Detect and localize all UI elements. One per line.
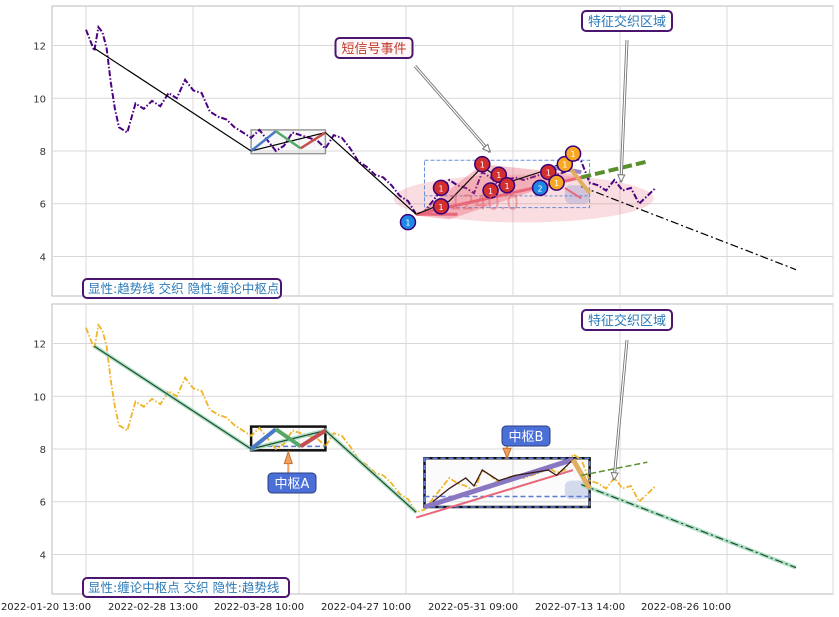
legend-box [82,278,282,299]
event-marker [482,182,499,199]
x-tick-label: 2022-02-28 13:00 [108,602,198,613]
projection-dash [580,159,648,180]
region-callout-box [581,309,673,331]
overlap-patch [564,185,590,204]
event-marker [548,174,565,191]
trendline-long [581,186,797,271]
zhongshu-box-b [423,159,591,209]
y-tick-label: 4 [40,550,46,561]
y-tick-label: 4 [40,252,46,263]
rising-line [415,469,574,519]
y-tick-label: 12 [33,42,46,53]
event-marker [399,213,417,231]
event-marker-label: 2 [538,184,543,193]
y-tick-label: 6 [40,200,46,211]
event-marker-label: 1 [504,182,509,191]
inner-price-path [432,459,574,503]
center-b-pointer [502,447,512,460]
y-tick-label: 6 [40,498,46,509]
region-callout: 特征交织区域 [588,14,666,30]
zhongshu-segment [274,427,302,449]
trendline-long [581,484,797,569]
price-series [85,322,657,514]
legend-text: 显性:趋势线 交织 隐性:缠论中枢点 [88,281,279,296]
zhongshu-segment [250,130,277,152]
projection-dash [581,461,648,477]
event-marker [432,179,450,197]
event-arrow-head [481,143,491,153]
x-tick-label: 2022-01-20 13:00 [1,602,91,613]
zhongshu-segment [299,131,327,150]
region-callout: 特征交织区域 [588,313,666,329]
gold-segment [570,458,592,490]
event-marker [531,179,549,197]
event-arrow-shaft-inner [414,65,491,153]
legend-box [82,577,290,598]
event-marker-label: 1 [496,171,501,180]
x-tick-label: 2022-05-31 09:00 [428,602,518,613]
y-tick-label: 8 [40,445,46,456]
event-marker [564,145,582,162]
region-arrow-head [610,471,619,482]
x-tick-label: 2022-08-26 10:00 [641,602,731,613]
event-callout: 短信号事件 [341,42,406,57]
center-a-label: 中枢A [275,477,310,492]
event-marker-label: 1 [488,187,493,196]
y-tick-label: 8 [40,147,46,158]
center-a-box [267,472,317,494]
legend-text: 显性:缠论中枢点 交织 隐性:趋势线 [88,580,280,595]
zhongshu-segment [249,427,278,451]
event-marker-label: 1 [438,203,443,212]
event-callout-box [334,37,414,59]
region-arrow-shaft-inner [620,39,628,183]
violet-rising-band [423,457,574,510]
event-marker [498,177,516,194]
event-marker-label: 1 [571,150,576,159]
x-tick-label: 2022-04-27 10:00 [321,602,411,613]
y-tick-label: 10 [33,94,46,105]
region-arrow-head [617,174,626,184]
event-marker [432,198,450,215]
overlay-value-text: 1240.0 [449,191,519,215]
region-callout-box [581,10,673,32]
zhongshu-segment [275,130,302,150]
y-tick-label: 12 [33,340,46,351]
event-marker [474,155,491,173]
center-b-box [501,425,551,447]
x-tick-label: 2022-07-13 14:00 [535,602,625,613]
zhongshu-segment [299,428,327,449]
event-marker-label: 1 [562,161,567,170]
y-tick-label: 10 [33,392,46,403]
event-marker-label: 1 [405,219,410,228]
trendline [93,47,417,215]
center-b-label: 中枢B [509,430,544,445]
event-marker-label: 1 [554,179,559,188]
x-tick-label: 2022-03-28 10:00 [214,602,304,613]
region-arrow-shaft-inner [613,339,628,481]
event-marker-label: 1 [438,184,443,193]
event-marker-label: 1 [546,169,551,178]
small-pink-segment [564,187,582,200]
event-marker-label: 1 [480,161,485,170]
